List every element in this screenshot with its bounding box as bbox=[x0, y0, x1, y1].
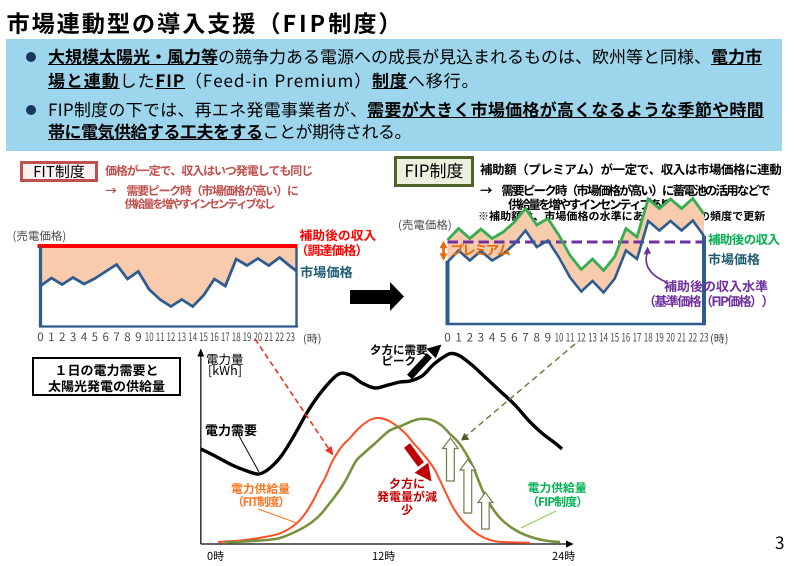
svg-text:2: 2 bbox=[59, 329, 65, 345]
svg-text:7: 7 bbox=[522, 330, 528, 346]
svg-text:14: 14 bbox=[188, 329, 197, 345]
svg-text:23: 23 bbox=[700, 330, 709, 346]
svg-text:0: 0 bbox=[444, 330, 450, 346]
svg-text:17: 17 bbox=[633, 330, 642, 346]
svg-text:5: 5 bbox=[92, 329, 98, 345]
svg-text:22: 22 bbox=[275, 329, 284, 345]
svg-text:(時): (時) bbox=[710, 331, 728, 347]
svg-text:21: 21 bbox=[264, 329, 273, 345]
svg-text:1: 1 bbox=[48, 329, 54, 345]
svg-text:10: 10 bbox=[555, 330, 564, 346]
svg-text:10: 10 bbox=[145, 329, 154, 345]
svg-text:(時): (時) bbox=[303, 331, 321, 347]
svg-text:3: 3 bbox=[70, 329, 76, 345]
svg-text:11: 11 bbox=[566, 330, 575, 346]
svg-text:8: 8 bbox=[533, 330, 539, 346]
svg-text:13: 13 bbox=[177, 329, 186, 345]
svg-text:12: 12 bbox=[167, 329, 176, 345]
svg-text:2: 2 bbox=[467, 330, 473, 346]
svg-text:4: 4 bbox=[489, 330, 496, 346]
svg-text:19: 19 bbox=[243, 329, 252, 345]
svg-text:14: 14 bbox=[599, 330, 608, 346]
svg-text:0: 0 bbox=[37, 329, 43, 345]
svg-text:6: 6 bbox=[511, 330, 517, 346]
svg-text:4: 4 bbox=[81, 329, 88, 345]
svg-text:20: 20 bbox=[254, 329, 263, 345]
svg-text:11: 11 bbox=[156, 329, 165, 345]
svg-text:17: 17 bbox=[221, 329, 230, 345]
svg-text:6: 6 bbox=[102, 329, 108, 345]
svg-text:13: 13 bbox=[588, 330, 597, 346]
svg-text:9: 9 bbox=[135, 329, 141, 345]
svg-text:8: 8 bbox=[124, 329, 130, 345]
svg-text:21: 21 bbox=[677, 330, 686, 346]
svg-text:18: 18 bbox=[644, 330, 653, 346]
svg-text:22: 22 bbox=[688, 330, 697, 346]
svg-text:16: 16 bbox=[210, 329, 219, 345]
svg-text:12: 12 bbox=[577, 330, 586, 346]
svg-text:20: 20 bbox=[666, 330, 675, 346]
svg-text:15: 15 bbox=[199, 329, 208, 345]
svg-text:16: 16 bbox=[622, 330, 631, 346]
svg-text:7: 7 bbox=[113, 329, 119, 345]
svg-text:5: 5 bbox=[500, 330, 506, 346]
svg-text:15: 15 bbox=[610, 330, 619, 346]
svg-text:3: 3 bbox=[478, 330, 484, 346]
svg-text:18: 18 bbox=[232, 329, 241, 345]
svg-text:19: 19 bbox=[655, 330, 664, 346]
svg-text:9: 9 bbox=[545, 330, 551, 346]
svg-text:1: 1 bbox=[455, 330, 461, 346]
svg-text:23: 23 bbox=[286, 329, 295, 345]
